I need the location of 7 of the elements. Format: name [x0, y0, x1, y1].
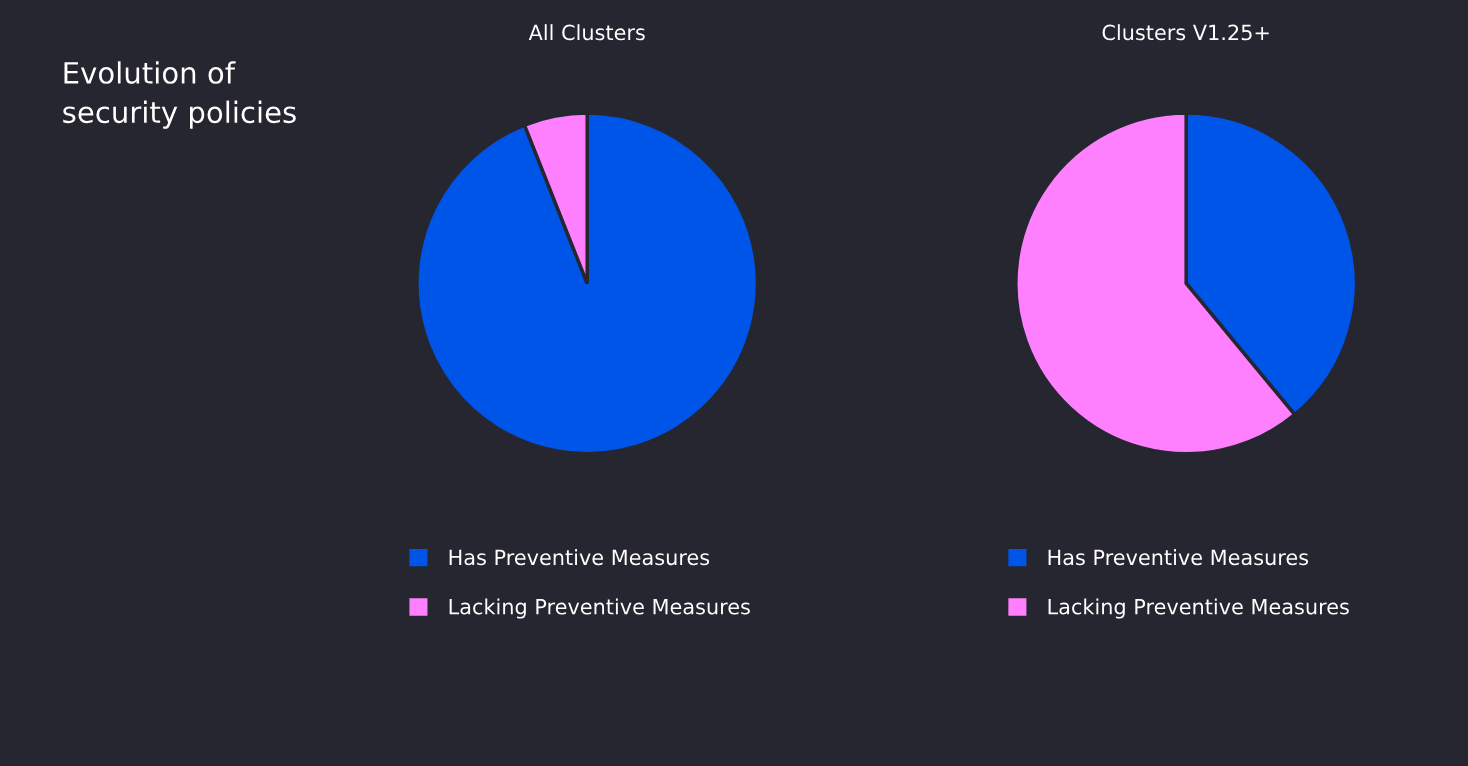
legend-label: Has Preventive Measures	[449, 549, 710, 566]
legend-label: Lacking Preventive Measures	[1048, 598, 1349, 619]
legend-label: Has Preventive Measures	[1048, 549, 1309, 566]
chart-title: All Clusters	[528, 24, 645, 41]
text: Evolution of security policies	[63, 61, 296, 129]
legend-label: Lacking Preventive Measures	[449, 598, 750, 619]
chart-title: Clusters V1.25+	[1102, 24, 1269, 41]
